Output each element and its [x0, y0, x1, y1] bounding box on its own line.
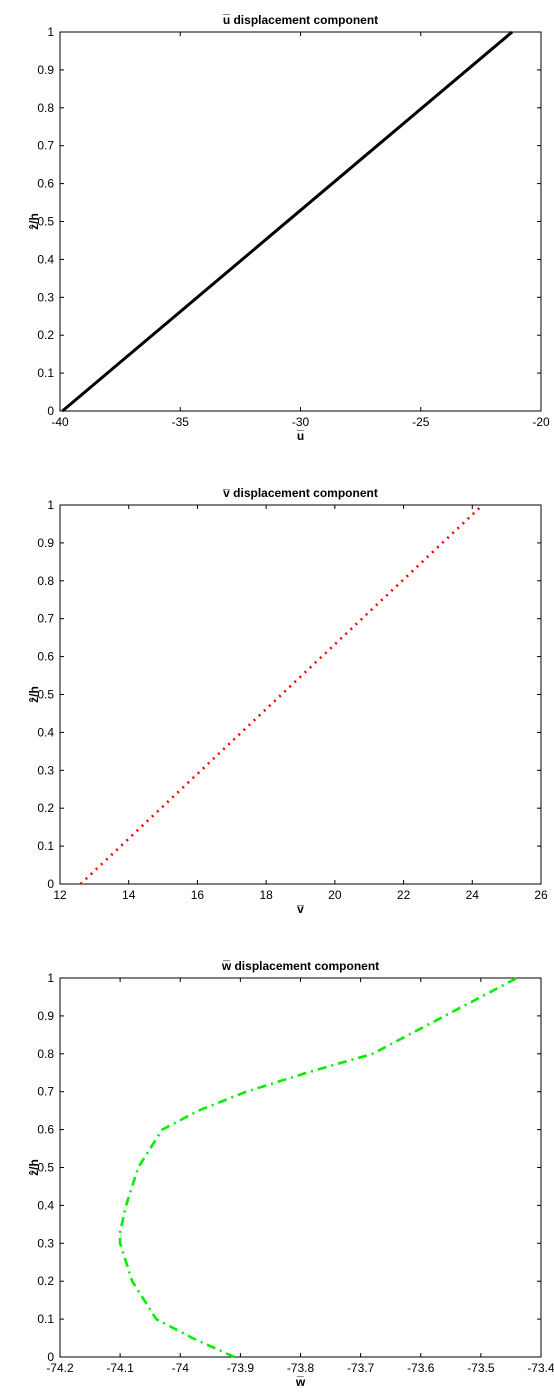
- plot-frame: [59, 504, 542, 885]
- chart-title: v̅ displacement component: [222, 486, 377, 500]
- series-line-1: [79, 504, 484, 885]
- chart-3: -74.2 -74.1 -74 -73.9 -73.8 -73.7 -73.6 -73.5 -7…: [27, 959, 554, 1389]
- y-tick-label: 0.2: [37, 1274, 54, 1288]
- x-tick-label: 24: [466, 888, 480, 902]
- chart-title: u̅ displacement component: [222, 13, 378, 27]
- y-tick-label: 0.4: [37, 725, 54, 739]
- series-line-1: [118, 976, 518, 1359]
- y-tick-label: 0.5: [37, 1161, 54, 1175]
- x-tick-label: -30: [292, 415, 310, 429]
- y-tick-label: 1: [47, 498, 54, 512]
- plot-frame: [59, 977, 542, 1358]
- y-tick-label: 0.6: [37, 1123, 54, 1137]
- y-tick-label: 0.8: [37, 1047, 54, 1061]
- y-tick-label: 0.3: [37, 763, 54, 777]
- y-tick-label: 0.1: [37, 1312, 54, 1326]
- y-axis-label: ẑ/h: [27, 686, 41, 703]
- x-tick-label: -74.2: [46, 1361, 74, 1375]
- x-tick-label: 14: [122, 888, 136, 902]
- y-tick-label: 0.9: [37, 1009, 54, 1023]
- x-tick-label: -25: [412, 415, 430, 429]
- x-tick-label: 26: [534, 888, 548, 902]
- x-tick-label: -35: [172, 415, 190, 429]
- y-axis-label: ẑ/h: [27, 213, 41, 230]
- x-tick-label: -20: [532, 415, 550, 429]
- y-tick-label: 0.8: [37, 574, 54, 588]
- y-tick-label: 0.7: [37, 139, 54, 153]
- x-tick-label: -73.4: [527, 1361, 554, 1375]
- x-tick-label: -73.8: [287, 1361, 315, 1375]
- y-tick-label: 0.2: [37, 801, 54, 815]
- x-tick-label: -73.5: [467, 1361, 495, 1375]
- y-tick-label: 0.7: [37, 1085, 54, 1099]
- y-tick-label: 0.5: [37, 688, 54, 702]
- y-tick-label: 1: [47, 25, 54, 39]
- y-tick-label: 0.5: [37, 215, 54, 229]
- chart-2: 12 14 16 18 20 22 24 26 0 0.1 0.2 0.3 0.4 0.5 0.6 0.7 0.…: [27, 486, 548, 916]
- x-tick-label: -73.6: [407, 1361, 435, 1375]
- x-axis-label: u̅: [296, 429, 304, 443]
- y-tick-label: 0.2: [37, 328, 54, 342]
- y-tick-label: 0: [47, 877, 54, 891]
- x-tick-label: -73.9: [227, 1361, 255, 1375]
- y-tick-label: 0.9: [37, 63, 54, 77]
- y-tick-label: 0.7: [37, 612, 54, 626]
- y-tick-label: 0.3: [37, 1236, 54, 1250]
- x-tick-label: 22: [397, 888, 411, 902]
- x-tick-label: -74: [172, 1361, 190, 1375]
- y-tick-label: 0.3: [37, 290, 54, 304]
- y-tick-label: 0.6: [37, 650, 54, 664]
- x-tick-label: -74.1: [106, 1361, 134, 1375]
- chart-title: w̅ displacement component: [221, 959, 379, 973]
- x-axis-label: v̅: [296, 902, 304, 916]
- y-tick-label: 0: [47, 1350, 54, 1364]
- x-tick-label: 12: [53, 888, 67, 902]
- y-tick-label: 0.9: [37, 536, 54, 550]
- y-tick-label: 0.8: [37, 101, 54, 115]
- y-tick-label: 0.4: [37, 252, 54, 266]
- x-tick-label: -73.7: [347, 1361, 375, 1375]
- x-tick-label: 20: [328, 888, 342, 902]
- y-tick-label: 0: [47, 404, 54, 418]
- chart-1: -40 -35 -30 -25 -20 0 0.1 0.2 0.3 0.4 0.5 0.6 0.7 0.8…: [27, 13, 550, 443]
- x-axis-label: w̅: [295, 1375, 306, 1389]
- y-tick-label: 0.1: [37, 839, 54, 853]
- y-axis-label: ẑ/h: [27, 1159, 41, 1176]
- x-tick-label: 16: [191, 888, 205, 902]
- y-tick-label: 0.6: [37, 177, 54, 191]
- x-tick-label: -40: [51, 415, 69, 429]
- y-tick-label: 0.4: [37, 1198, 54, 1212]
- x-tick-label: 18: [259, 888, 273, 902]
- series-line-1: [61, 30, 514, 413]
- y-tick-label: 1: [47, 971, 54, 985]
- y-tick-label: 0.1: [37, 366, 54, 380]
